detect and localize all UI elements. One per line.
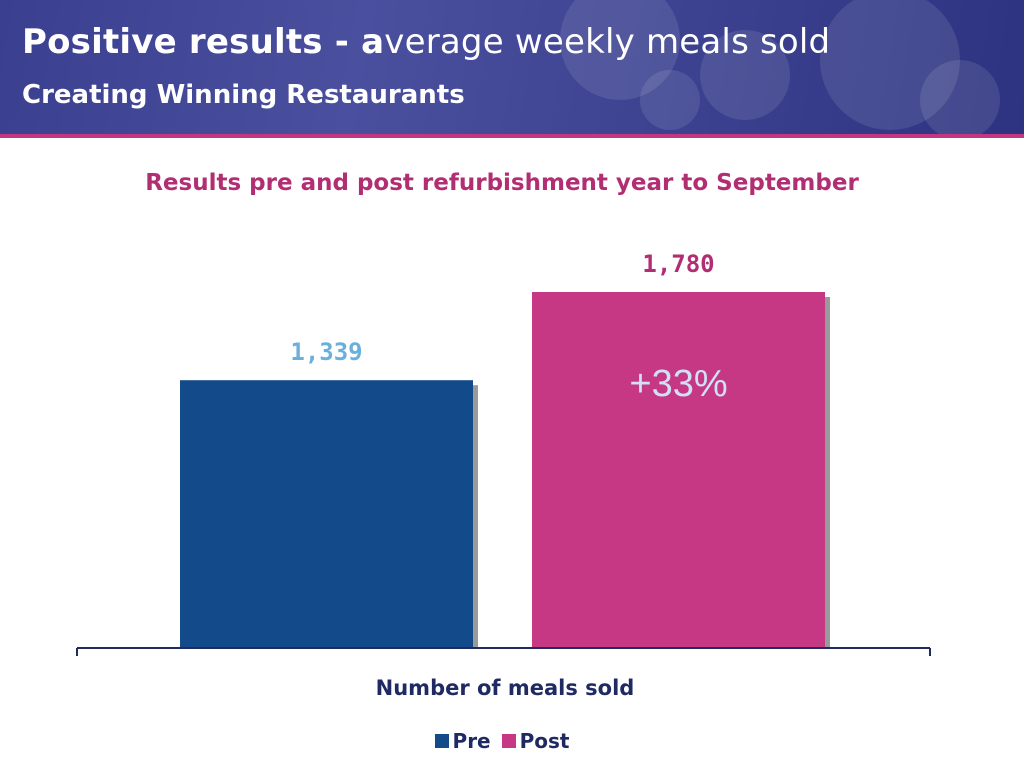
bar-pre (180, 380, 473, 648)
bokeh-decoration (560, 0, 680, 100)
data-label-post: 1,780 (642, 250, 714, 278)
header-divider (0, 134, 1024, 138)
legend-item-post: Post (501, 729, 570, 753)
slide-header: Positive results - average weekly meals … (0, 0, 1024, 134)
chart-title: Results pre and post refurbishment year … (145, 170, 859, 196)
slide-title: Positive results - average weekly meals … (22, 22, 830, 62)
slide-title-lead: Positive results - a (22, 22, 385, 62)
bar-post (532, 292, 825, 648)
legend-label-post: Post (519, 729, 570, 753)
data-label-pre: 1,339 (290, 338, 362, 366)
chart-legend: Pre Post (0, 729, 1004, 753)
legend-item-pre: Pre (434, 729, 491, 753)
x-axis-label: Number of meals sold (376, 676, 635, 700)
bokeh-decoration (820, 0, 960, 130)
bokeh-decoration (640, 70, 700, 130)
bokeh-decoration (700, 30, 790, 120)
legend-swatch-post (501, 734, 516, 748)
bokeh-decoration (920, 60, 1000, 134)
legend-label-pre: Pre (452, 729, 491, 753)
slide-subtitle: Creating Winning Restaurants (22, 80, 465, 110)
slide-title-rest: verage weekly meals sold (384, 22, 831, 62)
legend-swatch-pre (434, 734, 449, 748)
percent-change-annotation: +33% (629, 363, 727, 405)
